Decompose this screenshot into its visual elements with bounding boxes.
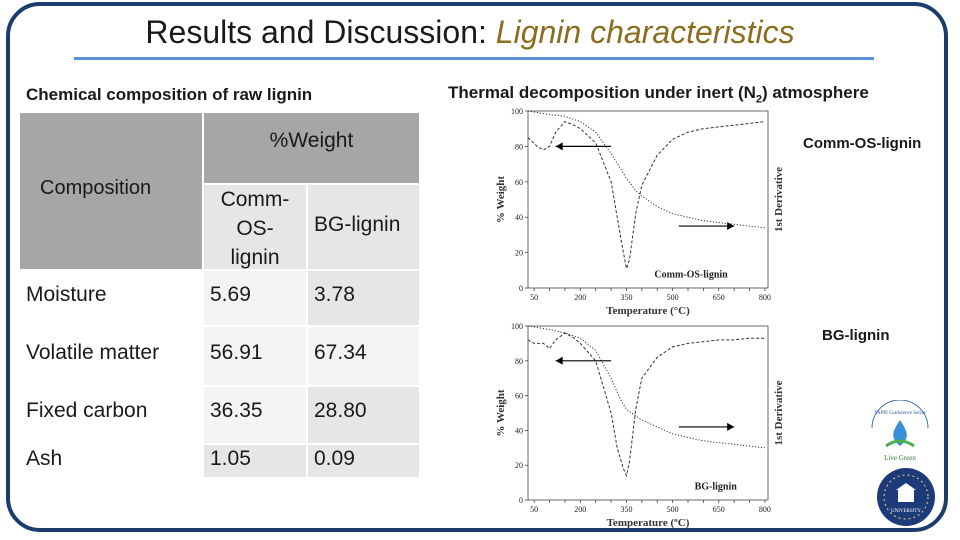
title-main: Results and Discussion: — [145, 14, 496, 50]
x-tick-label: 800 — [759, 505, 771, 514]
chart-label-comm: Comm-OS-lignin — [803, 135, 922, 152]
x-tick-label: 350 — [620, 293, 632, 302]
cell-bg: 67.34 — [308, 327, 419, 385]
derivative-curve — [527, 121, 765, 271]
logo-text: Live Green — [884, 454, 916, 462]
cell-comm: 1.05 — [204, 445, 306, 477]
y-tick-label: 20 — [515, 461, 523, 470]
slide-frame — [6, 2, 948, 532]
plot-frame — [527, 110, 769, 289]
arrow-left-head — [555, 356, 563, 365]
cell-bg: 0.09 — [308, 445, 419, 477]
composition-table: Composition %Weight Comm- OS-lignin BG-li… — [20, 113, 420, 477]
arrow-right-head — [727, 422, 735, 431]
x-tick-label: 350 — [620, 505, 632, 514]
logo-arc-text: TAPPI Conference Series — [874, 411, 925, 416]
y2-axis-label: 1st Derivative — [773, 167, 785, 232]
x-tick-label: 50 — [530, 505, 538, 514]
weight-curve — [527, 110, 765, 229]
weight-header: %Weight — [204, 113, 419, 183]
y-tick-label: 20 — [515, 249, 523, 258]
left-heading: Chemical composition of raw lignin — [26, 85, 313, 104]
y-tick-label: 0 — [519, 496, 523, 505]
x-tick-label: 500 — [667, 293, 679, 302]
x-tick-label: 500 — [667, 505, 679, 514]
y-tick-label: 40 — [515, 426, 523, 435]
composition-header: Composition — [40, 177, 152, 199]
y-tick-label: 60 — [515, 392, 523, 401]
y-axis-label: % Weight — [495, 389, 507, 437]
seal-text: UNIVERSITY — [891, 509, 921, 514]
title-highlight: Lignin characteristics — [495, 14, 795, 50]
y-tick-label: 100 — [511, 322, 523, 331]
cell-comm: 36.35 — [204, 387, 306, 443]
y-tick-label: 0 — [519, 284, 523, 293]
x-axis-label: Temperature (ºC) — [607, 517, 690, 529]
x-tick-label: 800 — [759, 293, 771, 302]
derivative-curve — [527, 332, 765, 478]
x-tick-label: 200 — [574, 505, 586, 514]
cell-comm: 5.69 — [204, 271, 306, 325]
row-label: Volatile matter — [26, 341, 160, 364]
right-heading: Thermal decomposition under inert (N2) a… — [448, 83, 869, 106]
cell-comm: 56.91 — [204, 327, 306, 385]
col-header-comm: Comm- OS-lignin — [204, 185, 306, 269]
chart-annotation: BG-lignin — [695, 482, 738, 493]
row-label: Moisture — [26, 283, 107, 306]
y-tick-label: 80 — [515, 357, 523, 366]
y-tick-label: 100 — [511, 107, 523, 116]
col-header-bg: BG-lignin — [308, 185, 419, 269]
x-tick-label: 200 — [574, 293, 586, 302]
x-tick-label: 650 — [713, 505, 725, 514]
university-seal: UNIVERSITY — [877, 468, 935, 526]
tga-chart-comm: 0 20 40 60 80 100 50 200 350 500 650 800 Temperature… — [495, 107, 785, 317]
plot-frame — [527, 325, 769, 501]
y2-axis-label: 1st Derivative — [773, 380, 785, 445]
arrow-left-head — [555, 142, 563, 151]
x-axis-label: Temperature (°C) — [606, 305, 690, 317]
y-tick-label: 60 — [515, 178, 523, 187]
arrow-right-head — [727, 222, 735, 231]
weight-curve — [527, 325, 765, 449]
tga-chart-bg: 0 20 40 60 80 100 50 200 350 500 650 800 Temperature… — [495, 322, 785, 529]
y-tick-label: 40 — [515, 213, 523, 222]
x-tick-label: 650 — [713, 293, 725, 302]
chart-label-bg: BG-lignin — [822, 327, 890, 344]
x-tick-label: 50 — [530, 293, 538, 302]
title-underline — [74, 57, 874, 60]
cell-bg: 28.80 — [308, 387, 419, 443]
conference-logo: TAPPI Conference Series Live Green — [871, 400, 929, 462]
y-axis-label: % Weight — [495, 176, 507, 224]
y-tick-label: 80 — [515, 142, 523, 151]
row-label: Ash — [26, 447, 63, 470]
table-corner-cell — [20, 113, 202, 269]
chart-annotation: Comm-OS-lignin — [654, 269, 728, 280]
row-label: Fixed carbon — [26, 399, 148, 422]
cell-bg: 3.78 — [308, 271, 419, 325]
slide-title: Results and Discussion: Lignin character… — [0, 14, 940, 51]
